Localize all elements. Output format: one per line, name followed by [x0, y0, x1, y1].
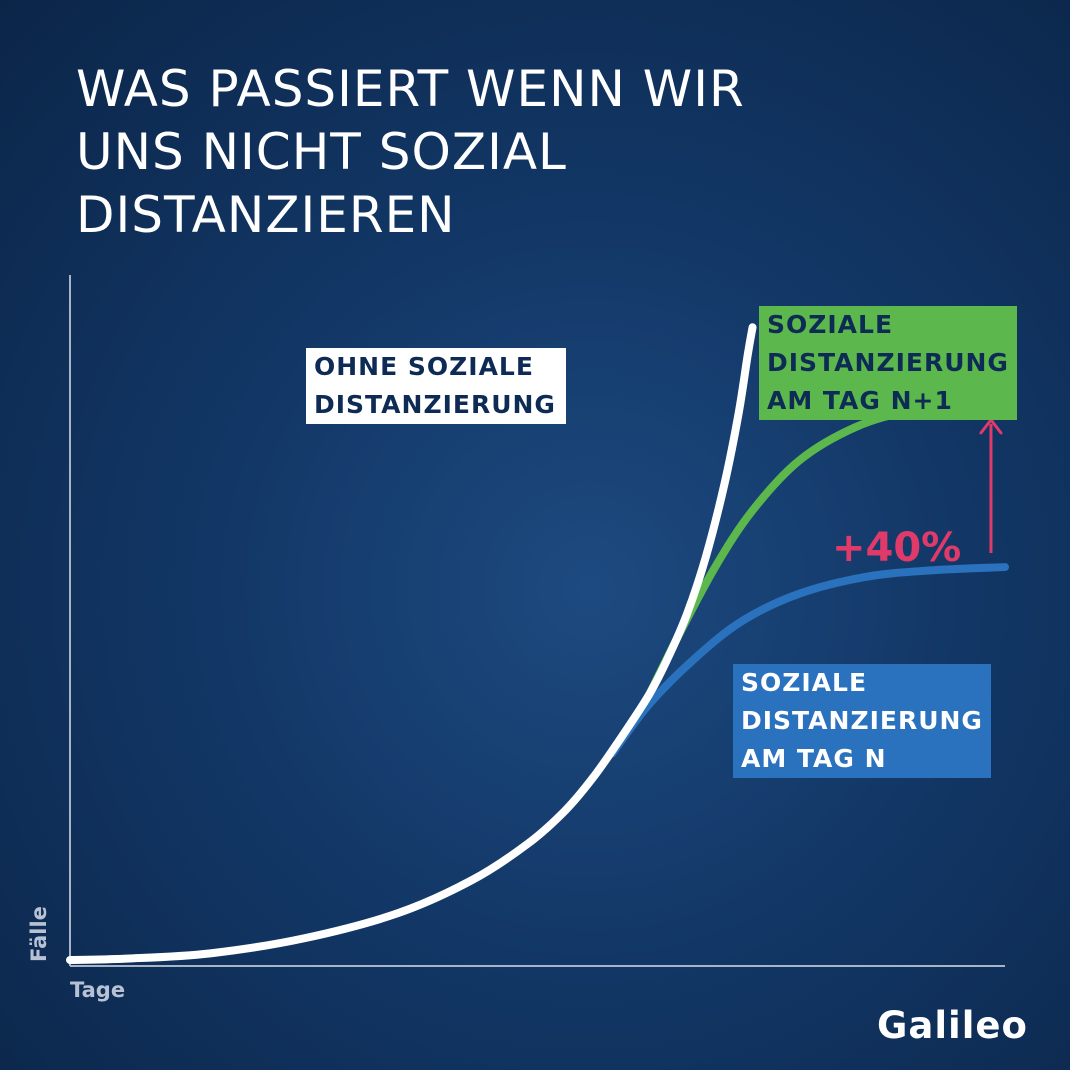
series-label-no-distancing: OHNE SOZIALE DISTANZIERUNG	[306, 348, 566, 424]
series-line-distancing-n	[608, 563, 1009, 758]
series-line-no-distancing	[66, 323, 757, 964]
delta-annotation-label: +40%	[832, 525, 962, 571]
series-label-distancing-n1: SOZIALE DISTANZIERUNG AM TAG N+1	[759, 306, 1017, 420]
series-label-distancing-n-line-1: SOZIALE	[741, 668, 868, 697]
series-label-no-distancing-line-1: OHNE SOZIALE	[314, 352, 534, 381]
page-title: WAS PASSIERT WENN WIR UNS NICHT SOZIAL D…	[76, 58, 745, 247]
series-label-distancing-n1-line-3: AM TAG N+1	[767, 386, 953, 415]
y-axis-label: Fälle	[27, 906, 51, 962]
title-line-3: DISTANZIEREN	[76, 186, 456, 244]
series-label-distancing-n-line-3: AM TAG N	[741, 744, 887, 773]
title-line-2: UNS NICHT SOZIAL	[76, 123, 567, 181]
x-axis-label: Tage	[70, 978, 126, 1002]
title-line-1: WAS PASSIERT WENN WIR	[76, 60, 745, 118]
series-label-distancing-n: SOZIALE DISTANZIERUNG AM TAG N	[733, 664, 991, 778]
series-label-no-distancing-line-2: DISTANZIERUNG	[314, 390, 556, 419]
series-label-distancing-n1-line-1: SOZIALE	[767, 310, 894, 339]
series-label-distancing-n-line-2: DISTANZIERUNG	[741, 706, 983, 735]
galileo-logo: Galileo	[877, 1004, 1028, 1047]
series-label-distancing-n1-line-2: DISTANZIERUNG	[767, 348, 1009, 377]
